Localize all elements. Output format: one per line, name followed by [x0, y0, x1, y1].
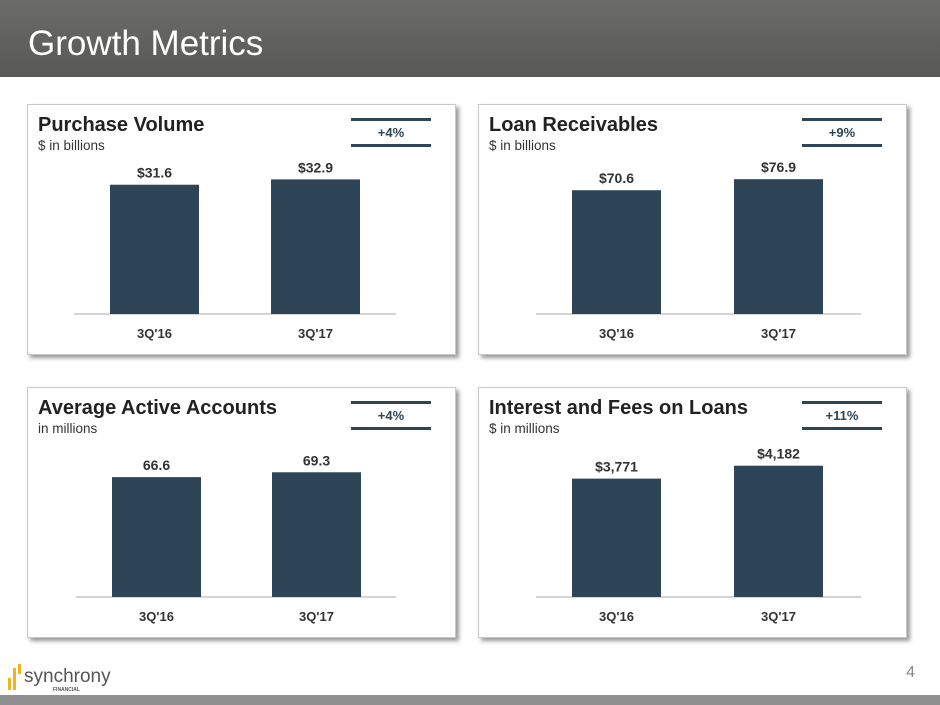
panel-title: Purchase Volume [38, 114, 205, 136]
growth-badge: +4% [351, 401, 431, 430]
panel-subtitle: $ in billions [38, 138, 105, 153]
x-tick-label: 3Q'17 [298, 326, 333, 341]
bar [734, 465, 823, 597]
svg-text:FINANCIAL: FINANCIAL [53, 687, 80, 692]
x-tick-label: 3Q'17 [761, 609, 796, 624]
x-tick-label: 3Q'16 [139, 609, 174, 624]
panel-subtitle: $ in billions [489, 138, 556, 153]
data-label: $76.9 [761, 159, 796, 175]
data-label: $32.9 [298, 159, 333, 175]
x-tick-label: 3Q'17 [299, 609, 334, 624]
header-bar: Growth Metrics [0, 0, 940, 77]
panel-subtitle: in millions [38, 421, 98, 436]
growth-badge: +9% [802, 118, 882, 147]
bar [112, 477, 201, 597]
x-tick-label: 3Q'16 [599, 609, 634, 624]
growth-badge: +11% [802, 401, 882, 430]
data-label: $31.6 [137, 165, 172, 181]
panel-interest-fees: Interest and Fees on Loans $ in millions… [478, 387, 907, 638]
bar [572, 190, 661, 314]
bar-chart: $70.6 3Q'16 $76.9 3Q'17 [536, 159, 861, 341]
panel-title: Loan Receivables [489, 114, 658, 136]
svg-text:synchrony: synchrony [24, 666, 111, 687]
bar [271, 179, 360, 314]
data-label: $3,771 [595, 459, 638, 475]
bar [572, 478, 661, 597]
bar-chart: $31.6 3Q'16 $32.9 3Q'17 [74, 159, 396, 341]
page-title: Growth Metrics [28, 24, 264, 63]
panel-loan-receivables: Loan Receivables $ in billions +9% $70.6… [478, 104, 907, 355]
growth-badge: +4% [351, 118, 431, 147]
footer-band [0, 695, 940, 705]
panel-average-active-accounts: Average Active Accounts in millions +4% … [27, 387, 456, 638]
page-number: 4 [906, 664, 915, 681]
bar [734, 179, 823, 314]
bar [272, 472, 361, 597]
x-tick-label: 3Q'16 [137, 326, 172, 341]
data-label: 66.6 [143, 457, 170, 473]
panel-purchase-volume: Purchase Volume $ in billions +4% $31.6 3… [27, 104, 456, 355]
x-tick-label: 3Q'16 [599, 326, 634, 341]
data-label: $70.6 [599, 170, 634, 186]
bar-chart: $3,771 3Q'16 $4,182 3Q'17 [536, 446, 861, 624]
panel-subtitle: $ in millions [489, 421, 560, 436]
bar-chart: 66.6 3Q'16 69.3 3Q'17 [76, 452, 396, 624]
panel-title: Average Active Accounts [38, 397, 277, 419]
synchrony-logo: synchrony FINANCIAL [8, 662, 138, 692]
data-label: $4,182 [757, 446, 800, 462]
panel-title: Interest and Fees on Loans [489, 397, 748, 419]
data-label: 69.3 [303, 452, 330, 468]
bar [110, 184, 199, 314]
x-tick-label: 3Q'17 [761, 326, 796, 341]
